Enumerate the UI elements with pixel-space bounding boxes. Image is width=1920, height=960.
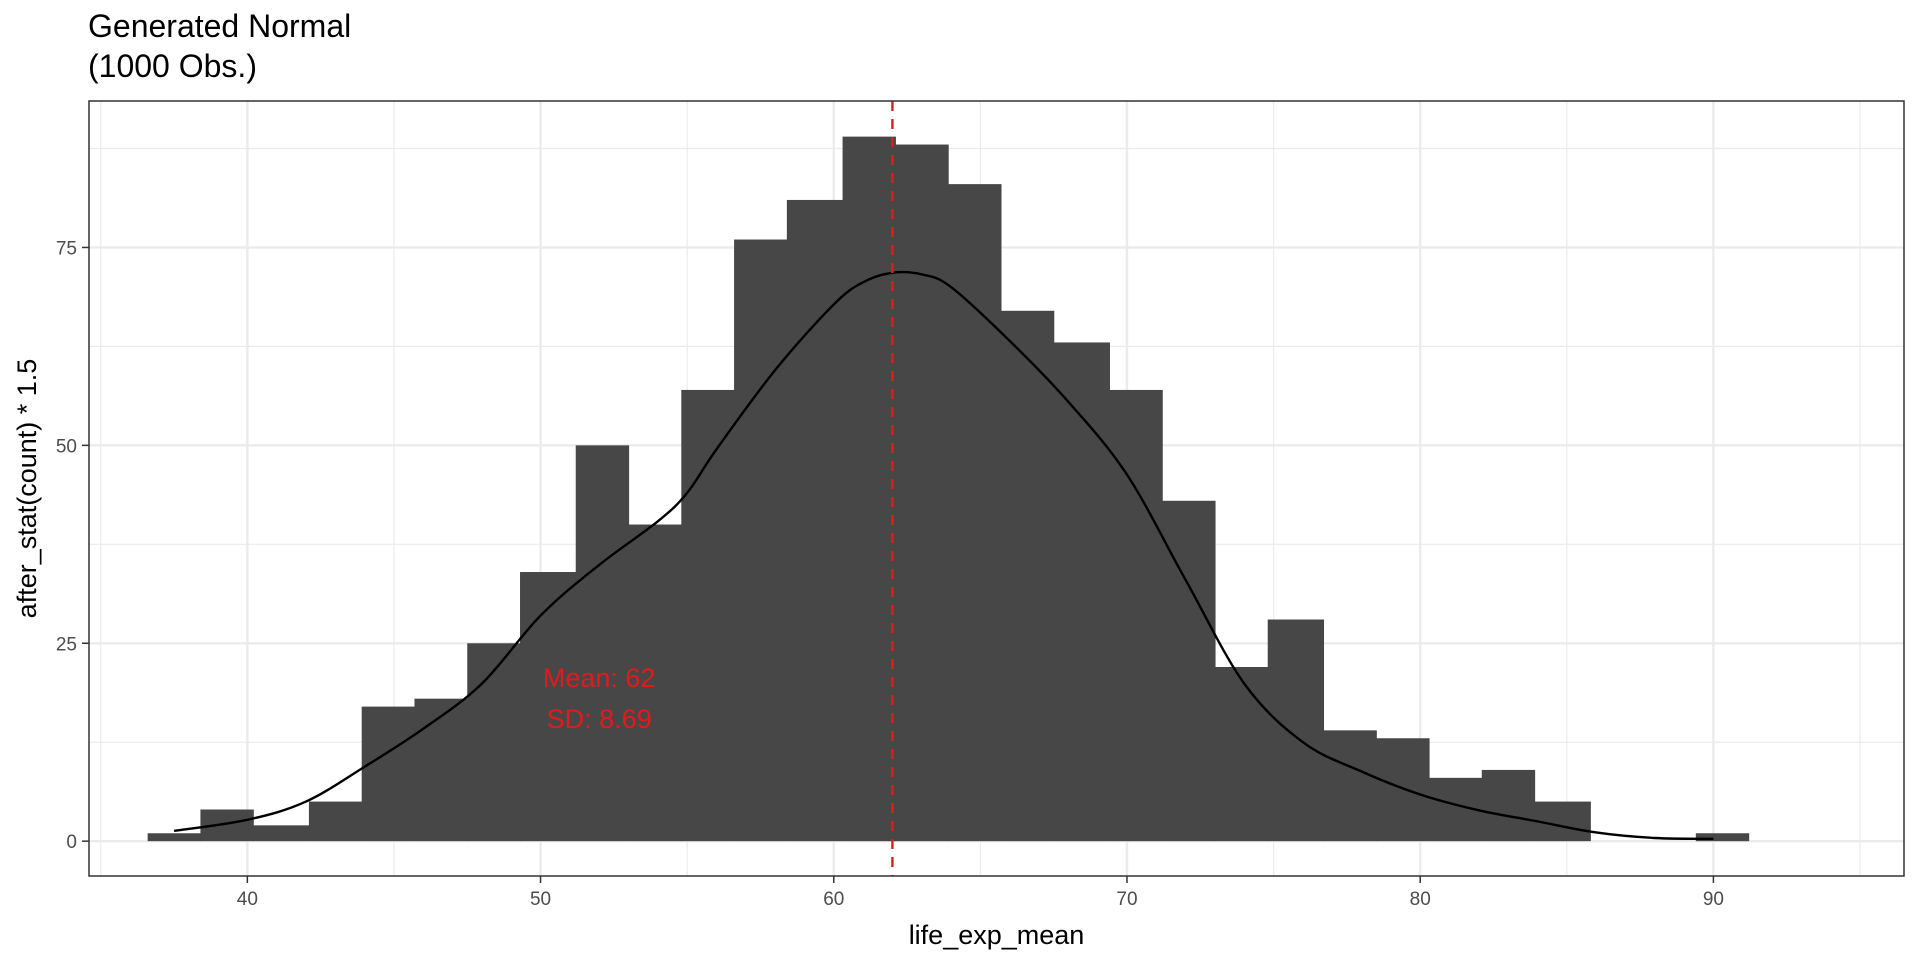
histogram-bar [628,524,682,842]
y-tick-label: 0 [66,832,77,853]
chart-title-line-1: Generated Normal [88,8,352,44]
histogram-bar [842,136,896,842]
histogram-bar [1376,738,1430,842]
x-tick-label: 70 [1116,889,1137,910]
y-tick-label: 75 [56,238,77,259]
mean-annotation: Mean: 62 [543,663,656,693]
histogram-bar [948,184,1002,842]
histogram-bar [1695,833,1750,842]
y-tick-label: 25 [56,634,77,655]
histogram-bar [681,389,735,842]
histogram-bar [308,801,363,842]
histogram-bar [1267,619,1325,842]
chart-title: Generated Normal (1000 Obs.) [88,6,351,86]
histogram-bar [1109,389,1163,842]
histogram-bar [1214,667,1269,842]
histogram-bars [147,136,1750,842]
histogram-bar [520,572,577,842]
histogram-bar [1534,801,1591,842]
histogram-bar [414,698,468,842]
chart-title-line-2: (1000 Obs.) [88,48,257,84]
histogram-bar [1323,730,1377,842]
histogram-bar [575,445,630,842]
histogram-bar [467,643,521,842]
x-tick-label: 90 [1703,889,1724,910]
histogram-bar [361,706,416,842]
histogram-bar [895,144,949,842]
x-tick-label: 80 [1410,889,1431,910]
sd-annotation: SD: 8.69 [547,704,652,734]
x-tick-label: 40 [237,889,258,910]
histogram-bar [147,833,202,842]
x-axis-title: life_exp_mean [909,920,1085,950]
histogram-bar [1162,500,1216,842]
histogram-bar [1000,310,1055,842]
panel-border [88,100,1905,877]
histogram-bar [1481,769,1536,842]
y-axis-title: after_stat(count) * 1.5 [12,359,42,619]
histogram-bar [253,825,310,842]
histogram-bar [786,199,844,842]
x-tick-label: 50 [530,889,551,910]
x-tick-label: 60 [823,889,844,910]
y-axis: 0 25 50 75 [56,238,89,853]
x-axis: 40 50 60 70 80 90 [237,876,1724,910]
y-tick-label: 50 [56,436,77,457]
histogram-bar [1053,342,1110,842]
density-curve [173,270,1714,840]
histogram-bar [734,239,788,842]
